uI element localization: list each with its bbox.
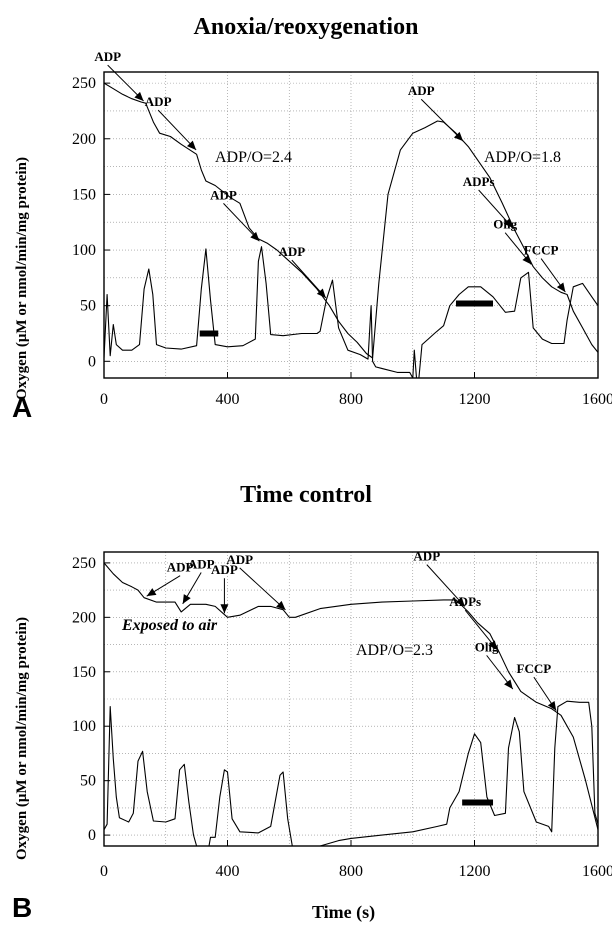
arrow-head — [547, 700, 557, 711]
y-tick-label: 50 — [80, 773, 96, 790]
annotation-label: ADP — [188, 556, 215, 571]
arrow-annotation: Olig — [475, 639, 514, 690]
arrow-head — [182, 594, 191, 604]
annotation-label: ADPs — [463, 174, 495, 189]
y-tick-label: 50 — [80, 298, 96, 315]
arrow-shaft — [426, 564, 466, 607]
arrow-annotation: ADP — [146, 560, 194, 597]
x-tick-label: 1200 — [459, 863, 491, 880]
y-tick-label: 250 — [72, 75, 96, 92]
arrow-annotation: FCCP — [517, 661, 557, 711]
arrow-head — [556, 282, 566, 293]
arrow-head — [146, 588, 157, 597]
annotation-text: Exposed to air — [121, 617, 218, 634]
annotation-label: ADP — [94, 49, 121, 64]
annotation-label: ADP — [210, 187, 237, 202]
annotation-text: ADP/O=2.4 — [215, 149, 292, 166]
annotation-label: Olig — [475, 639, 499, 654]
annotation-label: ADP — [211, 562, 238, 577]
y-tick-label: 150 — [72, 664, 96, 681]
annotation-label: FCCP — [524, 243, 559, 258]
arrow-annotation: ADP — [211, 562, 238, 614]
arrow-annotation: ADP — [182, 556, 215, 605]
arrow-head — [522, 254, 532, 265]
panel-a-series-1-line — [104, 82, 598, 359]
arrow-annotation: ADP — [413, 549, 466, 607]
arrow-head — [455, 597, 465, 607]
y-tick-label: 250 — [72, 555, 96, 572]
annotation-label: ADP — [167, 560, 194, 575]
arrow-head — [503, 218, 513, 228]
arrow-annotation: Olig — [493, 217, 532, 265]
arrow-head — [276, 600, 286, 610]
x-tick-label: 800 — [339, 863, 363, 880]
y-tick-label: 100 — [72, 242, 96, 259]
arrow-annotation: ADP — [145, 94, 197, 151]
arrow-shaft — [157, 109, 197, 151]
x-tick-label: 1200 — [459, 391, 491, 408]
x-tick-label: 0 — [100, 863, 108, 880]
panel-b-series-2-line — [104, 700, 598, 846]
x-tick-label: 400 — [216, 863, 240, 880]
annotation-label: Olig — [493, 217, 517, 232]
y-tick-label: 0 — [88, 353, 96, 370]
arrow-head — [186, 140, 197, 150]
arrow-head — [488, 640, 498, 650]
arrow-head — [504, 679, 513, 690]
arrow-head — [134, 91, 144, 102]
panel-a-series-2-line — [104, 246, 598, 378]
panel-b-letter: B — [12, 892, 33, 923]
arrow-annotation: ADP — [408, 83, 464, 142]
panel-a: Anoxia/reoxygenation A Oxygen (μM or nmo… — [0, 0, 612, 440]
y-tick-label: 100 — [72, 718, 96, 735]
panel-a-letter: A — [12, 392, 33, 423]
y-tick-label: 200 — [72, 609, 96, 626]
panel-b-title: Time control — [240, 482, 372, 508]
x-tick-label: 800 — [339, 391, 363, 408]
panel-b-series-1-line — [104, 562, 598, 830]
y-tick-label: 150 — [72, 186, 96, 203]
arrow-shaft — [239, 567, 286, 611]
x-tick-label: 400 — [216, 391, 240, 408]
panel-a-grid — [104, 72, 598, 378]
panel-a-title: Anoxia/reoxygenation — [193, 14, 419, 40]
annotation-text: ADP/O=2.3 — [356, 642, 433, 659]
panel-a-chart: 0 400 800 1200 1600 0 50 100 150 200 250 ADP ADP ADP A… — [72, 49, 612, 408]
arrow-annotation: ADP — [278, 244, 327, 299]
x-tick-label: 1600 — [582, 863, 612, 880]
arrow-annotation: ADP — [94, 49, 144, 102]
arrow-shaft — [420, 98, 464, 142]
arrow-annotation: FCCP — [524, 243, 566, 293]
annotation-text: ADP/O=1.8 — [484, 149, 561, 166]
panel-b: Time control B Oxygen (μM or nmol/min/mg… — [0, 470, 612, 936]
annotation-label: ADP — [226, 552, 253, 567]
arrow-head — [250, 231, 260, 242]
arrow-annotation: ADPs — [463, 174, 514, 229]
annotation-label: ADP — [145, 94, 172, 109]
arrow-annotation: ADP — [210, 187, 260, 242]
arrow-head — [453, 131, 464, 142]
arrow-head — [316, 288, 326, 298]
x-tick-label: 0 — [100, 391, 108, 408]
y-tick-label: 0 — [88, 827, 96, 844]
annotation-label: ADP — [408, 83, 435, 98]
annotation-label: FCCP — [517, 661, 552, 676]
panel-b-xlabel: Time (s) — [312, 902, 376, 922]
annotation-label: ADP — [278, 244, 305, 259]
panel-b-grid — [104, 552, 598, 846]
arrow-annotation: ADPs — [449, 594, 498, 651]
y-tick-label: 200 — [72, 131, 96, 148]
arrow-head — [220, 604, 229, 614]
annotation-label: ADPs — [449, 594, 481, 609]
annotation-label: ADP — [413, 549, 440, 564]
x-tick-label: 1600 — [582, 391, 612, 408]
arrow-annotation: ADP — [226, 552, 286, 611]
